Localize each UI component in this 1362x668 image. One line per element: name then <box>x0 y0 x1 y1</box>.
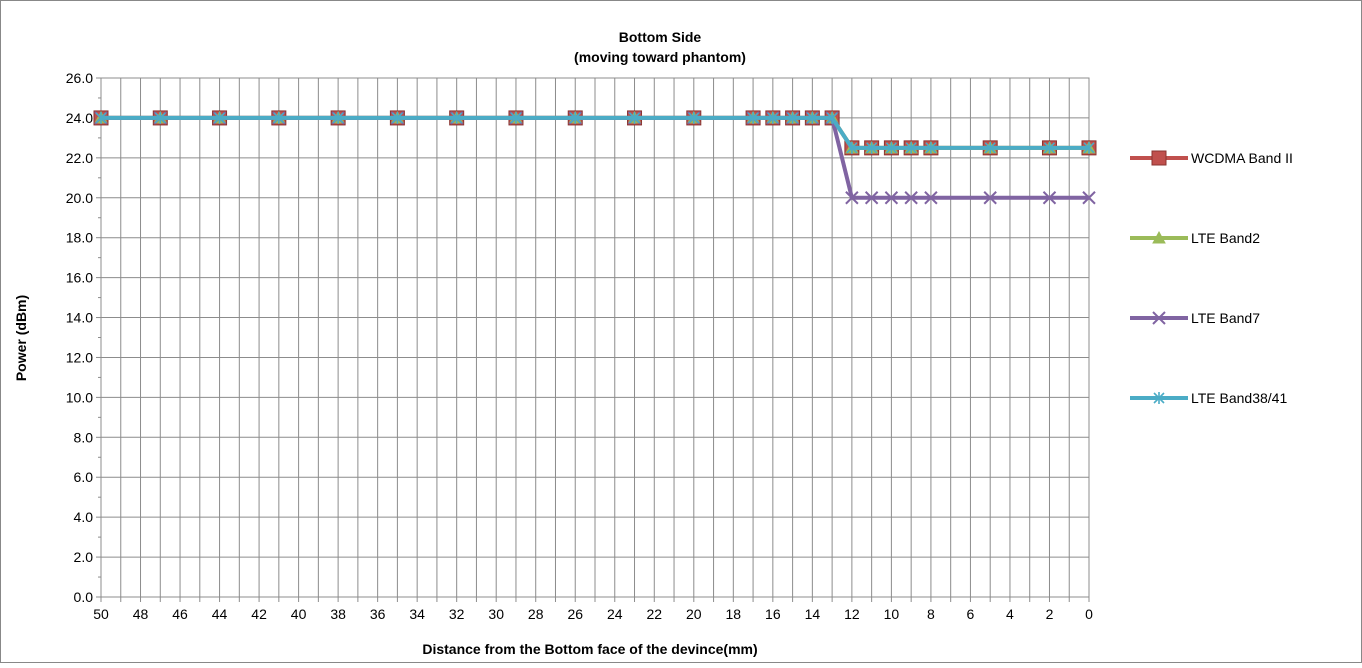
data-point <box>846 141 858 154</box>
data-point <box>866 141 878 154</box>
data-point <box>864 191 879 205</box>
y-tick-label: 6.0 <box>74 469 94 485</box>
x-tick-label: 4 <box>1006 606 1014 622</box>
x-tick-label: 6 <box>967 606 975 622</box>
legend-swatch-marker <box>1152 230 1166 244</box>
y-tick-label: 26.0 <box>66 70 93 86</box>
legend-label: LTE Band38/41 <box>1191 390 1287 406</box>
data-point <box>1043 141 1056 154</box>
legend-swatch-marker <box>1151 150 1167 166</box>
data-point <box>688 111 700 124</box>
legend-item: WCDMA Band II <box>1130 150 1293 166</box>
y-tick-label: 8.0 <box>74 429 94 445</box>
x-tick-label: 30 <box>488 606 504 622</box>
y-tick-label: 22.0 <box>66 150 93 166</box>
data-point <box>787 111 799 124</box>
data-point <box>924 191 938 205</box>
legend-label: LTE Band7 <box>1191 310 1260 326</box>
data-point <box>1082 191 1096 205</box>
x-tick-label: 40 <box>291 606 307 622</box>
data-point <box>1083 141 1095 154</box>
legend-item: LTE Band2 <box>1130 230 1260 246</box>
data-point <box>213 111 226 124</box>
data-point <box>154 111 166 124</box>
data-point <box>451 111 463 124</box>
y-tick-label: 4.0 <box>74 509 94 525</box>
x-tick-label: 28 <box>528 606 544 622</box>
x-tick-labels: 50 48 46 44 42 40 38 36 34 32 30 28 26 24 22 20 18 16 14 12… <box>93 606 1093 622</box>
legend-item: LTE Band7 <box>1130 310 1260 326</box>
data-point <box>747 111 759 124</box>
data-point <box>806 111 818 124</box>
data-point <box>905 141 917 154</box>
series-layer <box>93 110 1097 205</box>
data-point <box>628 111 641 124</box>
y-tick-label: 18.0 <box>66 230 93 246</box>
data-point <box>925 141 937 154</box>
x-tick-label: 32 <box>449 606 465 622</box>
legend-swatch-marker <box>1152 311 1166 325</box>
legend-swatch-marker <box>1153 392 1165 404</box>
data-point <box>826 111 838 124</box>
x-tick-label: 12 <box>844 606 860 622</box>
x-tick-label: 46 <box>172 606 188 622</box>
data-point <box>273 111 285 124</box>
x-tick-label: 22 <box>646 606 662 622</box>
y-tick-label: 16.0 <box>66 270 93 286</box>
x-tick-label: 26 <box>567 606 583 622</box>
y-tick-label: 14.0 <box>66 310 93 326</box>
data-point <box>885 141 897 154</box>
data-point <box>904 191 918 205</box>
series-lte-band38-41 <box>95 111 1095 154</box>
x-tick-label: 36 <box>370 606 386 622</box>
y-tick-label: 10.0 <box>66 389 93 405</box>
x-tick-label: 10 <box>884 606 900 622</box>
data-point <box>391 111 403 124</box>
y-tick-label: 24.0 <box>66 110 93 126</box>
x-tick-label: 44 <box>212 606 228 622</box>
y-tick-label: 2.0 <box>74 549 94 565</box>
series-line <box>101 115 1089 150</box>
data-point <box>569 111 581 124</box>
chart-title: Bottom Side <box>619 29 702 45</box>
x-tick-label: 8 <box>927 606 935 622</box>
data-point <box>332 111 344 124</box>
legend-label: WCDMA Band II <box>1191 150 1293 166</box>
x-tick-label: 48 <box>133 606 149 622</box>
x-tick-label: 38 <box>330 606 346 622</box>
x-tick-label: 50 <box>93 606 109 622</box>
data-point <box>845 191 859 205</box>
grid <box>100 77 1090 598</box>
y-tick-label: 20.0 <box>66 190 93 206</box>
data-point <box>95 111 107 124</box>
x-tick-label: 24 <box>607 606 623 622</box>
y-axis-label: Power (dBm) <box>13 295 29 381</box>
data-point <box>1042 191 1057 205</box>
x-tick-label: 16 <box>765 606 781 622</box>
x-axis-label: Distance from the Bottom face of the dev… <box>422 641 757 657</box>
data-point <box>510 111 522 124</box>
x-tick-label: 18 <box>726 606 742 622</box>
y-tick-label: 0.0 <box>74 589 94 605</box>
x-tick-label: 42 <box>251 606 267 622</box>
x-tick-label: 14 <box>805 606 821 622</box>
legend-label: LTE Band2 <box>1191 230 1260 246</box>
x-tick-label: 34 <box>409 606 425 622</box>
legend: WCDMA Band II LTE Band2 LTE Band7 LTE Band3… <box>1130 150 1293 406</box>
data-point <box>767 111 779 124</box>
y-tick-label: 12.0 <box>66 349 93 365</box>
data-point <box>983 191 997 205</box>
x-tick-label: 2 <box>1046 606 1054 622</box>
chart-subtitle: (moving toward phantom) <box>574 49 746 65</box>
data-point <box>884 191 899 205</box>
x-tick-label: 0 <box>1085 606 1093 622</box>
y-tick-labels: 0.0 2.0 4.0 6.0 8.0 10.0 12.0 14.0 16.0 18.0 20.0 2… <box>66 70 93 605</box>
axes <box>96 77 1090 602</box>
legend-item: LTE Band38/41 <box>1130 390 1287 406</box>
data-point <box>984 141 996 154</box>
x-tick-label: 20 <box>686 606 702 622</box>
